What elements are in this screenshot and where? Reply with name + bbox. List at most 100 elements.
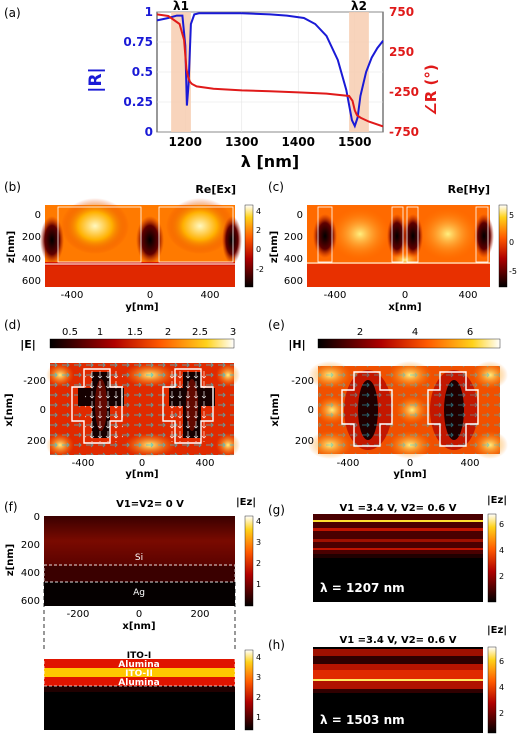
xticks-a: 1200 1300 1400 1500 xyxy=(169,135,372,149)
ytick-a-1: 0.25 xyxy=(123,95,153,109)
svg-text:2: 2 xyxy=(499,709,504,718)
svg-text:200: 200 xyxy=(22,232,41,243)
panel-e: (e) 2 4 6 |H| -200 0 xyxy=(268,318,508,480)
xlabel-c: x[nm] xyxy=(388,302,421,313)
svg-text:3: 3 xyxy=(256,538,261,547)
panel-label-h: (h) xyxy=(268,638,285,652)
colorbar-ticks-g: 6 4 2 xyxy=(499,520,504,581)
colorbar-ticks-d: 0.5 1 1.5 2 2.5 3 xyxy=(62,327,236,338)
svg-text:400: 400 xyxy=(460,458,479,469)
inset-f xyxy=(43,649,236,730)
xlabel-e: y[nm] xyxy=(393,469,426,480)
svg-text:400: 400 xyxy=(200,290,219,301)
yticks-b: 0 200 400 600 xyxy=(22,210,41,287)
colorbar-d xyxy=(49,338,235,349)
colorbar-e xyxy=(317,338,501,349)
colorbar-ticks-c: 5 0 -5 xyxy=(509,211,517,276)
title-g: |Ez| xyxy=(487,495,507,506)
panel-f: (f) V1=V2= 0 V |Ez| Si Ag 4 3 2 1 0 200 … xyxy=(4,497,261,731)
panel-h: (h) V1 =3.4 V, V2= 0.6 V |Ez| λ = 1503 n… xyxy=(268,625,507,734)
colorbar-ticks-f: 4 3 2 1 xyxy=(256,517,261,589)
subtitle-f: V1=V2= 0 V xyxy=(116,499,184,510)
heatmap-g xyxy=(313,514,483,602)
colorbar-b xyxy=(244,204,254,288)
colorbar-f xyxy=(244,515,254,607)
y2ticks-a: -750 -250 250 750 xyxy=(389,5,419,139)
xlabel-b: y[nm] xyxy=(125,302,158,313)
svg-text:2: 2 xyxy=(165,327,171,338)
ytick-a-0: 0 xyxy=(145,125,153,139)
xlabel-a: λ [nm] xyxy=(241,152,299,171)
svg-text:3: 3 xyxy=(230,327,236,338)
svg-text:2.5: 2.5 xyxy=(192,327,208,338)
y2label-a: ∠R (°) xyxy=(422,64,440,115)
svg-text:0: 0 xyxy=(35,210,41,221)
title-b: Re[Ex] xyxy=(195,183,236,196)
heatmap-c xyxy=(307,205,494,287)
band-label-2: λ2 xyxy=(351,0,367,13)
svg-text:0: 0 xyxy=(40,405,46,416)
region-label-ag: Ag xyxy=(133,588,145,598)
svg-text:1.5: 1.5 xyxy=(127,327,143,338)
inset-colorbar-ticks-f: 4 3 2 1 xyxy=(256,653,261,722)
heatmap-e xyxy=(308,361,508,459)
svg-text:0: 0 xyxy=(136,609,142,620)
svg-text:3: 3 xyxy=(256,673,261,682)
panel-c: (c) Re[Hy] 5 0 -5 0 200 400 xyxy=(268,180,517,313)
xticks-c: -400 0 400 xyxy=(324,290,478,301)
subtitle-h: V1 =3.4 V, V2= 0.6 V xyxy=(340,635,457,646)
title-e: |H| xyxy=(288,338,305,351)
svg-text:0: 0 xyxy=(139,458,145,469)
svg-text:ITO-I: ITO-I xyxy=(127,651,151,661)
svg-text:400: 400 xyxy=(284,254,303,265)
colorbar-ticks-h: 6 4 2 xyxy=(499,657,504,718)
heatmap-b xyxy=(40,198,242,287)
svg-text:200: 200 xyxy=(27,436,46,447)
heatmap-d xyxy=(46,363,240,457)
heatmap-h xyxy=(313,647,483,733)
wavelength-h: λ = 1503 nm xyxy=(320,713,405,727)
band-2 xyxy=(349,12,369,132)
svg-text:0: 0 xyxy=(509,238,514,247)
panel-label-g: (g) xyxy=(268,503,285,517)
svg-text:2: 2 xyxy=(256,693,261,702)
svg-text:4: 4 xyxy=(499,546,504,555)
svg-text:-400: -400 xyxy=(324,290,347,301)
svg-text:-400: -400 xyxy=(337,458,360,469)
svg-text:0.5: 0.5 xyxy=(62,327,78,338)
y2tick-a-3: 750 xyxy=(389,5,414,19)
title-d: |E| xyxy=(20,338,36,351)
ylabel-e: x[nm] xyxy=(270,393,281,426)
svg-text:200: 200 xyxy=(284,232,303,243)
y2tick-a-0: -750 xyxy=(389,125,419,139)
ytick-a-4: 1 xyxy=(145,5,153,19)
ylabel-a: |R| xyxy=(86,67,106,93)
colorbar-c xyxy=(498,204,508,288)
title-c: Re[Hy] xyxy=(448,183,490,196)
heatmap-f xyxy=(43,516,236,606)
svg-text:200: 200 xyxy=(190,609,209,620)
svg-text:-2: -2 xyxy=(256,265,264,274)
svg-text:600: 600 xyxy=(284,276,303,287)
svg-text:400: 400 xyxy=(21,568,40,579)
panel-g: (g) V1 =3.4 V, V2= 0.6 V |Ez| λ = 1207 n… xyxy=(268,495,507,603)
svg-text:-400: -400 xyxy=(72,458,95,469)
svg-text:600: 600 xyxy=(21,596,40,607)
svg-text:Alumina: Alumina xyxy=(118,678,159,688)
svg-text:6: 6 xyxy=(467,327,473,338)
svg-text:4: 4 xyxy=(499,683,504,692)
xlabel-f: x[nm] xyxy=(122,621,155,632)
svg-text:400: 400 xyxy=(195,458,214,469)
ylabel-f: z[nm] xyxy=(5,544,16,577)
svg-text:0: 0 xyxy=(407,458,413,469)
svg-text:1: 1 xyxy=(97,327,103,338)
xticks-d: -400 0 400 xyxy=(72,458,215,469)
inset-colorbar-f xyxy=(244,649,254,731)
svg-text:400: 400 xyxy=(22,254,41,265)
ytick-a-2: 0.5 xyxy=(132,65,153,79)
svg-text:200: 200 xyxy=(295,436,314,447)
panel-label-d: (d) xyxy=(4,318,21,332)
svg-text:0: 0 xyxy=(308,405,314,416)
svg-text:4: 4 xyxy=(256,207,261,216)
svg-text:0: 0 xyxy=(256,245,261,254)
